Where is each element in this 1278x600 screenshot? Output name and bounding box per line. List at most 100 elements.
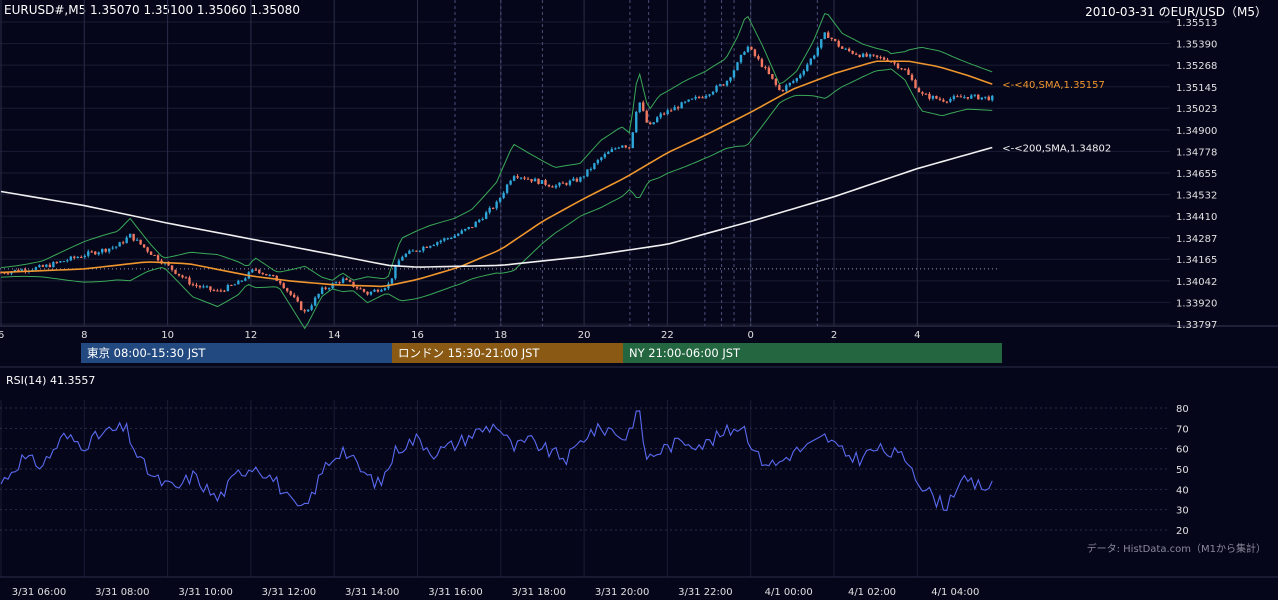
session-tokyo: 東京 08:00-15:30 JST <box>81 343 392 363</box>
candle-body <box>840 46 844 49</box>
candle-body <box>254 269 257 271</box>
rsi-tick-label: 50 <box>1176 465 1189 476</box>
candle-body <box>879 57 882 59</box>
candle-body <box>614 148 617 150</box>
candle-body <box>572 178 575 181</box>
candle-body <box>181 275 184 278</box>
candle-body <box>467 226 470 229</box>
candle-body <box>547 184 551 187</box>
candle-body <box>963 97 966 99</box>
candle-body <box>73 256 76 258</box>
candle-body <box>498 197 502 202</box>
candle-body <box>80 257 83 259</box>
candle-body <box>917 88 921 93</box>
session-london: ロンドン 15:30-21:00 JST <box>392 343 623 363</box>
candle-body <box>624 145 627 148</box>
candle-body <box>488 207 491 213</box>
candle-body <box>174 269 177 274</box>
candle-body <box>512 176 516 181</box>
candle-body <box>907 69 910 75</box>
candle-body <box>244 278 247 281</box>
candle-body <box>279 280 282 284</box>
candle-body <box>519 177 523 179</box>
candle-body <box>526 178 530 180</box>
candle-body <box>153 254 156 256</box>
candle-body <box>59 261 62 263</box>
rsi-x-tick-label: 3/31 22:00 <box>678 587 732 598</box>
candle-body <box>401 256 404 261</box>
candle-body <box>959 96 963 98</box>
rsi-x-tick-label: 3/31 06:00 <box>12 587 66 598</box>
candle-body <box>704 95 708 98</box>
candle-body <box>896 63 900 69</box>
candle-body <box>104 248 107 252</box>
candle-body <box>708 94 711 96</box>
candle-body <box>781 90 785 92</box>
candle-body <box>418 250 422 252</box>
candle-body <box>945 101 949 103</box>
sma200-label: <-<200,SMA,1.34802 <box>1002 143 1111 154</box>
candle-body <box>757 55 760 60</box>
candle-body <box>128 233 132 238</box>
candle-body <box>582 176 586 178</box>
candle-body <box>310 305 313 310</box>
candle-body <box>980 97 983 100</box>
candle-body <box>502 192 505 198</box>
candle-body <box>55 262 59 264</box>
candle-body <box>202 286 205 288</box>
candle-body <box>429 245 432 248</box>
grid-layer <box>0 0 1278 577</box>
candle-body <box>991 95 994 101</box>
bollinger-bands <box>0 12 993 330</box>
candle-body <box>477 219 481 222</box>
candle-body <box>820 39 823 48</box>
candle-body <box>655 117 659 123</box>
candle-body <box>205 286 209 288</box>
candle-body <box>38 265 41 268</box>
candle-body <box>324 287 327 289</box>
candle-body <box>931 95 935 99</box>
price-tick-label: 1.34655 <box>1176 169 1217 180</box>
candle-body <box>240 280 244 282</box>
candle-body <box>558 182 561 186</box>
candle-body <box>750 46 753 50</box>
rsi-title: RSI(14) 41.3557 <box>6 374 96 387</box>
candle-body <box>471 226 474 228</box>
candle-body <box>373 289 376 292</box>
candle-body <box>369 291 373 295</box>
candle-body <box>676 107 680 109</box>
candle-body <box>509 180 512 185</box>
candle-body <box>949 98 952 102</box>
candle-body <box>984 96 987 98</box>
candle-body <box>289 291 292 295</box>
candle-body <box>41 265 45 267</box>
candle-body <box>191 284 195 286</box>
x-tick-label: 12 <box>245 330 258 341</box>
price-tick-label: 1.35513 <box>1176 18 1217 29</box>
candle-body <box>589 168 593 170</box>
candle-body <box>868 54 872 57</box>
candle-body <box>453 235 456 238</box>
candle-body <box>352 281 355 287</box>
candle-body <box>694 96 697 99</box>
candle-body <box>865 53 868 57</box>
session-ny: NY 21:00-06:00 JST <box>623 343 1002 363</box>
candle-body <box>875 55 879 58</box>
candle-body <box>715 85 718 92</box>
candle-body <box>575 178 579 182</box>
price-tick-label: 1.34410 <box>1176 212 1217 223</box>
candle-body <box>788 82 792 86</box>
candle-body <box>272 274 275 276</box>
candle-body <box>600 157 603 160</box>
candle-body <box>533 178 537 182</box>
price-tick-label: 1.34165 <box>1176 255 1217 266</box>
candle-body <box>861 53 865 58</box>
candle-body <box>390 278 394 284</box>
candle-body <box>837 40 840 47</box>
candle-body <box>900 68 903 70</box>
rsi-x-tick-label: 4/1 00:00 <box>765 587 813 598</box>
x-tick-label: 6 <box>0 330 4 341</box>
candle-body <box>362 289 366 292</box>
x-tick-label: 2 <box>831 330 837 341</box>
